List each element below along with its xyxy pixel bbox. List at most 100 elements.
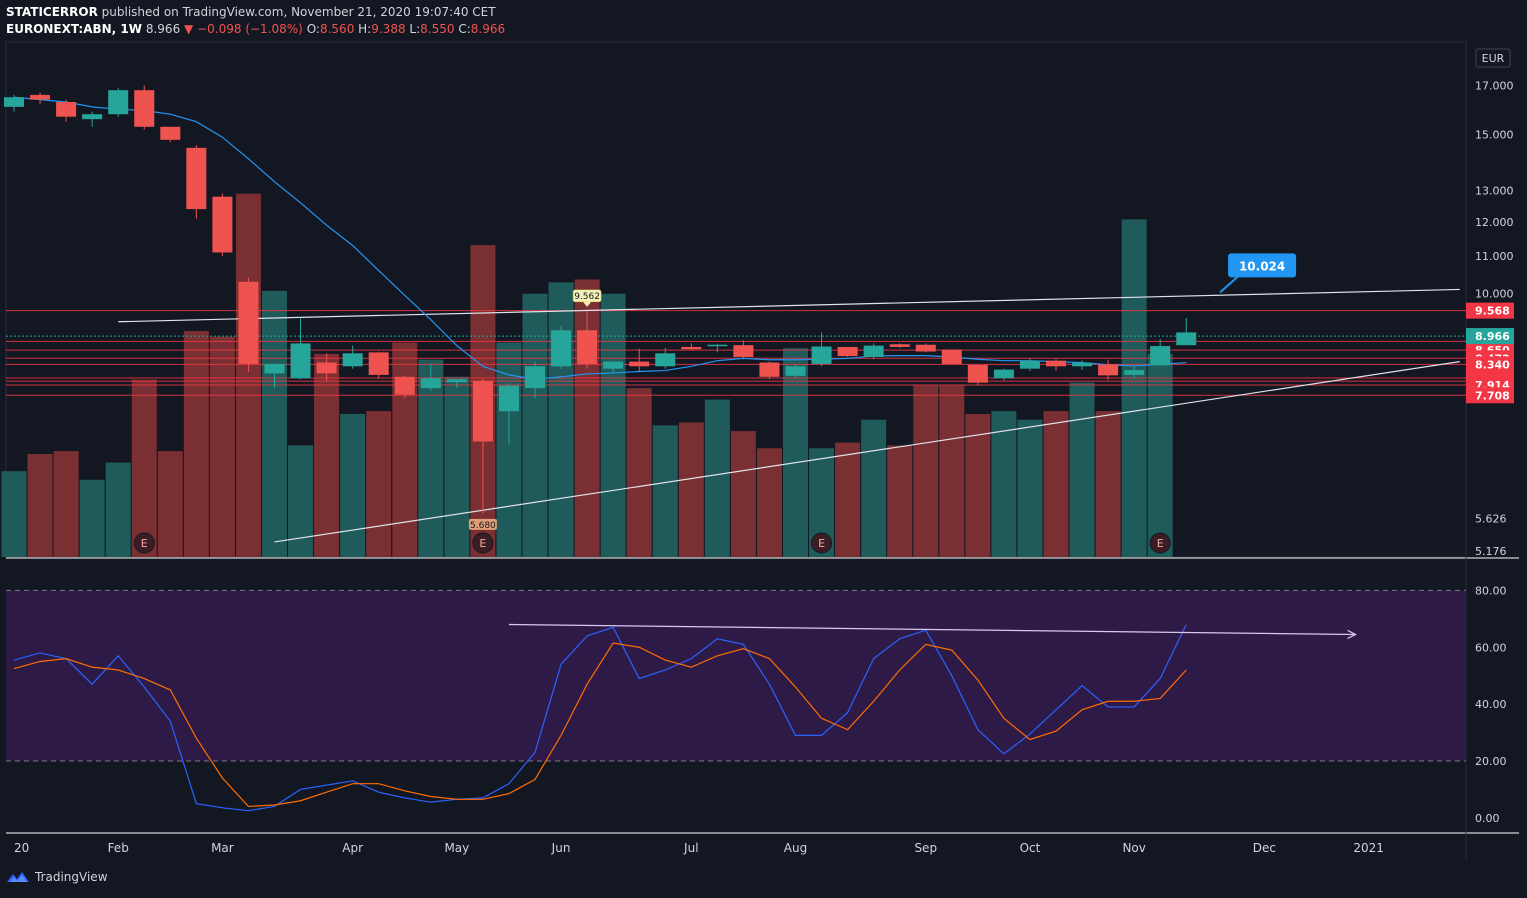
volume-bar [444, 376, 470, 557]
candle [238, 277, 259, 372]
candle-body [733, 345, 754, 357]
volume-bar [53, 451, 79, 557]
candle [160, 126, 181, 143]
close-value: 8.966 [470, 22, 506, 36]
candle [837, 346, 858, 357]
candle [212, 193, 233, 257]
stoch-trendline [508, 623, 1356, 636]
candle-body [4, 97, 24, 107]
down-arrow-icon: ▼ [184, 22, 194, 36]
stoch-band [6, 590, 1466, 761]
stoch-tick-label: 80.00 [1475, 584, 1507, 597]
candle-body [577, 330, 598, 364]
stoch-d-line [13, 642, 1187, 808]
candle [316, 353, 337, 381]
candle-body [134, 90, 155, 127]
candle [108, 87, 129, 117]
volume-bar [522, 293, 548, 557]
candle [394, 375, 415, 399]
candle [1019, 358, 1040, 372]
last-price: 8.966 [145, 22, 181, 36]
candle [993, 368, 1014, 381]
candle-body [603, 361, 624, 369]
candle-body [759, 362, 780, 377]
candle-body [212, 196, 233, 253]
volume-bar [288, 445, 314, 557]
earnings-marker [472, 532, 494, 554]
earnings-label: E [818, 537, 825, 550]
volume-bar [1147, 353, 1173, 557]
candle-body [420, 378, 441, 389]
level-label-box [1466, 302, 1514, 319]
volume-bar [730, 431, 756, 557]
candle-body [56, 102, 77, 117]
price-tick-label: 10.000 [1475, 287, 1514, 300]
tradingview-brand[interactable]: TradingView [6, 870, 108, 884]
symbol-label[interactable]: EURONEXT:ABN, 1W [6, 22, 143, 36]
candle-body [30, 94, 51, 100]
candle [785, 363, 806, 378]
high-label: H: [358, 22, 372, 36]
candle-body [1150, 346, 1171, 366]
volume-bar [887, 445, 913, 557]
candle [446, 379, 467, 389]
candle [368, 351, 389, 379]
volume-bar [652, 425, 678, 557]
tradingview-logo-icon [7, 872, 29, 882]
low-label: L: [409, 22, 421, 36]
trend-lines[interactable] [118, 288, 1460, 543]
candle [56, 99, 77, 122]
price-tick-label: 12.000 [1475, 216, 1514, 229]
open-label: O: [306, 22, 320, 36]
candle-body [863, 345, 884, 357]
currency-label: EUR [1482, 52, 1505, 65]
high-marker-label: 9.562 [574, 292, 600, 302]
volume-bar [235, 193, 261, 557]
candle [915, 343, 936, 353]
volume-bar [131, 379, 157, 557]
callout-label: 10.024 [1239, 259, 1285, 273]
author-name[interactable]: STATICERROR [6, 5, 98, 19]
candle [82, 111, 103, 127]
time-tick-label: Jun [551, 841, 571, 855]
open-value: 8.560 [319, 22, 355, 36]
earnings-label: E [1157, 537, 1164, 550]
price-tick-label: 5.176 [1475, 545, 1507, 558]
price-tick-label: 15.000 [1475, 129, 1514, 142]
volume-bar [678, 422, 704, 557]
volume-bar [704, 399, 730, 557]
volume-bar [340, 413, 366, 557]
ma-line [13, 96, 1187, 380]
time-tick-label: Mar [211, 841, 234, 855]
candle-body [394, 376, 415, 395]
candle-body [1072, 362, 1093, 367]
support-trendline [274, 361, 1460, 543]
chart-header: STATICERROR published on TradingView.com… [6, 4, 505, 38]
candle [941, 349, 962, 365]
volume-bar [1121, 219, 1147, 557]
candle [863, 343, 884, 360]
candle [811, 332, 832, 367]
volume-bar [27, 454, 53, 557]
candle-body [264, 363, 285, 374]
current-price-box [1466, 328, 1514, 345]
level-label-box [1466, 387, 1514, 404]
candle [264, 363, 285, 389]
high-marker-pointer [583, 301, 592, 307]
time-tick-label: Jul [683, 841, 698, 855]
candle [498, 383, 519, 445]
low-marker-box [468, 518, 497, 530]
volume-bar [79, 479, 105, 557]
candle [290, 317, 311, 380]
candle-body [238, 281, 259, 364]
candle [707, 343, 728, 353]
stoch-trendline-arrow-icon [1347, 629, 1357, 640]
close-label: C: [458, 22, 471, 36]
volume-bar [418, 359, 444, 557]
candle [733, 340, 754, 360]
candle-body [551, 330, 572, 367]
price-change: −0.098 (−1.08%) [197, 22, 303, 36]
candle [525, 361, 545, 399]
publish-line: STATICERROR published on TradingView.com… [6, 4, 505, 21]
